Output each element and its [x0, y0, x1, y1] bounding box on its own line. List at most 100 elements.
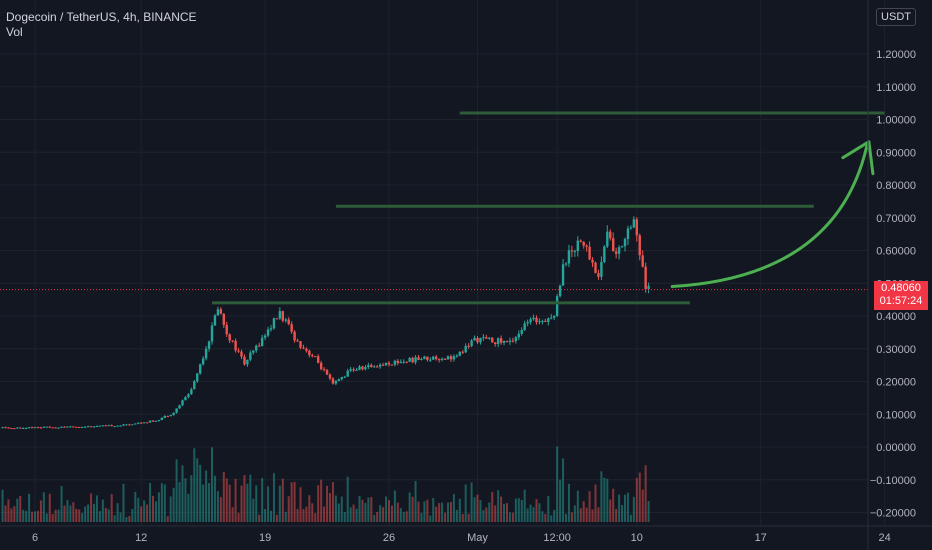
candle-body — [201, 358, 205, 365]
candle-body — [544, 320, 547, 322]
volume-bar — [612, 488, 615, 522]
volume-bar — [618, 494, 621, 522]
candle-body — [19, 427, 22, 429]
candle-body — [482, 337, 485, 339]
price-tick-label: 1.10000 — [876, 82, 916, 94]
volume-bar — [249, 474, 252, 522]
candle-body — [638, 235, 641, 256]
volume-bar — [134, 491, 137, 522]
volume-bar — [140, 506, 143, 522]
volume-bar — [467, 513, 470, 522]
candle-body — [281, 311, 284, 321]
volume-bar — [290, 482, 293, 522]
volume-bar — [514, 498, 517, 522]
candle-body — [588, 246, 591, 260]
candle-body — [517, 333, 520, 338]
volume-bar — [562, 458, 565, 522]
volume-bar — [163, 484, 166, 522]
price-tick-label: 0.40000 — [876, 311, 916, 323]
volume-bar — [137, 497, 140, 522]
volume-bar — [382, 507, 385, 522]
volume-bar — [1, 489, 4, 522]
candle-body — [113, 426, 116, 428]
candle-body — [290, 324, 293, 332]
volume-bar — [175, 459, 178, 522]
candle-body — [352, 369, 355, 371]
volume-bar — [187, 493, 190, 522]
candle-body — [384, 362, 388, 366]
time-tick-label: 17 — [755, 532, 767, 544]
bar-countdown: 01:57:24 — [879, 295, 923, 307]
grid-layer — [0, 0, 886, 526]
volume-bar — [506, 503, 508, 522]
candle-body — [606, 231, 609, 247]
volume-bar — [547, 495, 550, 522]
volume-bar — [379, 505, 382, 522]
candle-body — [36, 427, 40, 429]
volume-bar — [556, 446, 559, 522]
candle-body — [541, 320, 544, 322]
price-tick-label: 0.60000 — [876, 246, 916, 258]
candle-body — [134, 423, 137, 425]
volume-bar — [464, 484, 467, 522]
candle-body — [620, 246, 624, 248]
volume-bar — [208, 483, 211, 522]
candle-body — [473, 337, 476, 341]
candle-body — [178, 405, 181, 409]
candle-body — [340, 377, 343, 380]
candle-body — [629, 227, 633, 229]
candle-body — [614, 251, 618, 254]
candle-body — [449, 356, 453, 360]
candle-body — [187, 394, 190, 398]
candle-body — [526, 322, 529, 324]
volume-bar — [485, 507, 488, 522]
currency-button[interactable]: USDT — [876, 8, 916, 26]
candle-body — [494, 342, 497, 344]
candle-body — [393, 360, 397, 365]
candle-body — [154, 420, 158, 422]
candle-body — [302, 347, 305, 349]
volume-bar — [84, 506, 87, 522]
volume-bar — [632, 496, 635, 522]
candle-body — [237, 350, 240, 352]
candle-body — [210, 325, 214, 342]
candle-body — [317, 356, 320, 363]
candle-body — [122, 424, 125, 426]
candle-body — [467, 346, 470, 348]
candle-body — [1, 427, 4, 429]
volume-bar — [267, 486, 270, 522]
volume-bar — [272, 473, 275, 522]
candle-body — [402, 361, 405, 363]
candle-body — [446, 356, 450, 360]
candle-body — [299, 341, 302, 348]
candle-body — [98, 425, 102, 427]
candle-body — [225, 324, 228, 335]
volume-bar — [308, 495, 311, 522]
volume-bar — [34, 511, 36, 522]
volume-bar — [42, 492, 45, 522]
candle-body — [48, 426, 51, 428]
volume-bar — [526, 508, 529, 522]
volume-bar — [255, 485, 258, 522]
candle-body — [414, 357, 417, 363]
candle-body — [423, 356, 426, 360]
candle-body — [443, 358, 447, 360]
arrow-curve — [670, 144, 869, 289]
candle-body — [411, 357, 414, 363]
volume-bar — [337, 503, 340, 522]
volume-bar — [432, 498, 435, 522]
price-tick-label: 1.20000 — [876, 49, 916, 61]
candle-body — [364, 367, 367, 370]
candle-body — [199, 364, 202, 374]
candle-body — [190, 389, 193, 395]
candle-body — [644, 266, 647, 290]
candle-body — [370, 365, 373, 367]
volume-bar — [87, 504, 90, 522]
volume-bar — [529, 504, 532, 522]
volume-bar — [143, 500, 146, 522]
candle-body — [334, 381, 338, 384]
candle-body — [57, 427, 60, 429]
volume-bar — [426, 499, 429, 522]
candle-body — [151, 420, 155, 422]
